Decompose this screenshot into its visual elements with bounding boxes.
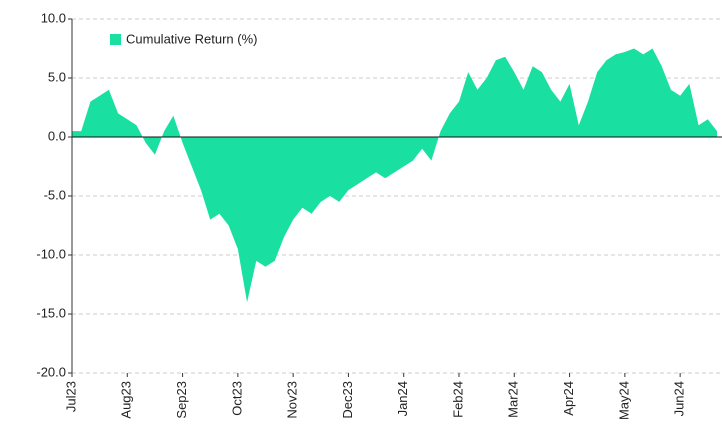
y-tick-label: 0.0 xyxy=(48,128,66,143)
x-tick-label: Mar24 xyxy=(506,381,521,418)
x-tick-label: Dec23 xyxy=(340,381,355,419)
x-tick-label: Jul23 xyxy=(63,381,78,412)
y-tick-label: 5.0 xyxy=(48,69,66,84)
x-tick-label: Feb24 xyxy=(450,381,465,418)
y-tick-label: -5.0 xyxy=(44,187,66,202)
x-tick-label: Aug23 xyxy=(119,381,134,419)
legend-label: Cumulative Return (%) xyxy=(126,31,258,46)
y-tick-label: -15.0 xyxy=(36,305,66,320)
x-tick-label: Sep23 xyxy=(174,381,189,419)
x-tick-label: Jun24 xyxy=(672,381,687,416)
y-tick-label: -10.0 xyxy=(36,246,66,261)
x-tick-label: Nov23 xyxy=(285,381,300,419)
y-tick-label: -20.0 xyxy=(36,364,66,379)
x-tick-label: Jan24 xyxy=(395,381,410,416)
y-tick-label: 10.0 xyxy=(41,10,66,25)
legend-swatch xyxy=(110,34,121,45)
x-tick-label: May24 xyxy=(616,381,631,420)
x-tick-label: Apr24 xyxy=(561,381,576,416)
x-tick-label: Oct23 xyxy=(229,381,244,416)
area xyxy=(72,48,717,303)
